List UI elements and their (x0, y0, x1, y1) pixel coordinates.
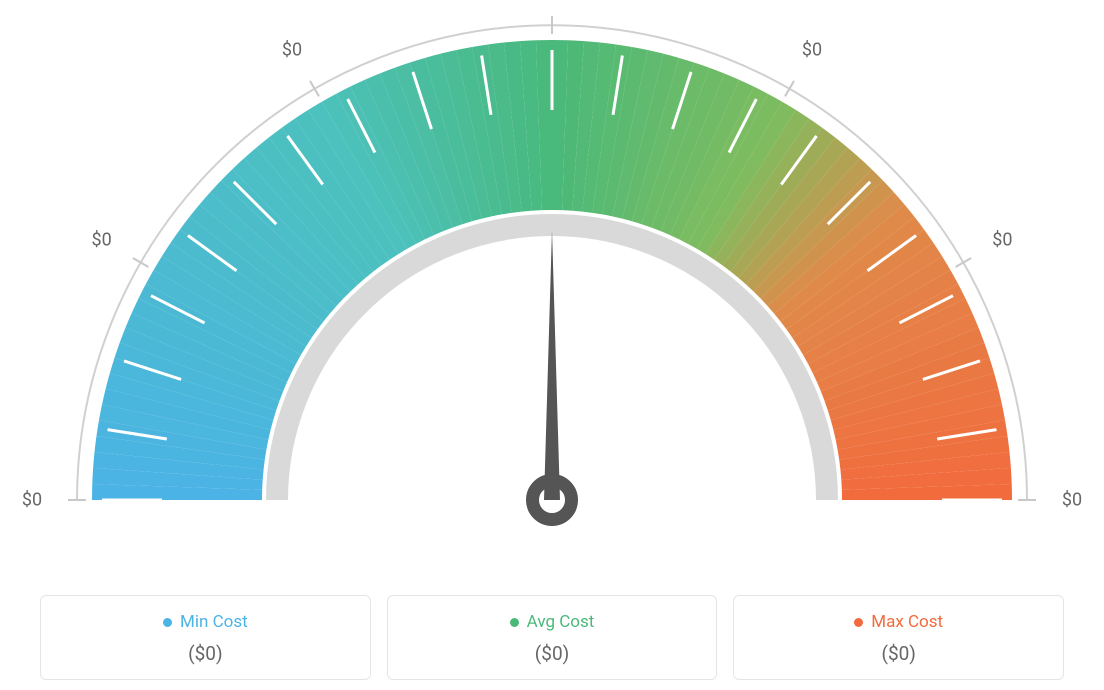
gauge-chart (0, 0, 1104, 560)
legend-value-max: ($0) (744, 642, 1053, 665)
legend-card-avg: Avg Cost ($0) (387, 595, 718, 681)
gauge-tick-label: $0 (802, 39, 822, 60)
gauge-tick-label: $0 (22, 490, 42, 511)
legend-card-min: Min Cost ($0) (40, 595, 371, 681)
legend-value-min: ($0) (51, 642, 360, 665)
legend-label-max: Max Cost (871, 612, 943, 632)
gauge-tick-label: $0 (282, 39, 302, 60)
gauge-tick-label: $0 (992, 230, 1012, 251)
legend-row: Min Cost ($0) Avg Cost ($0) Max Cost ($0… (40, 595, 1064, 681)
gauge-tick-label: $0 (92, 230, 112, 251)
legend-card-max: Max Cost ($0) (733, 595, 1064, 681)
cost-gauge-container: $0$0$0$0$0$0$0 Min Cost ($0) Avg Cost ($… (0, 0, 1104, 690)
legend-dot-min (163, 618, 172, 627)
legend-dot-avg (510, 618, 519, 627)
legend-dot-max (854, 618, 863, 627)
legend-label-min: Min Cost (180, 612, 248, 632)
gauge-tick-label: $0 (1062, 490, 1082, 511)
legend-label-avg: Avg Cost (527, 612, 595, 632)
legend-value-avg: ($0) (398, 642, 707, 665)
